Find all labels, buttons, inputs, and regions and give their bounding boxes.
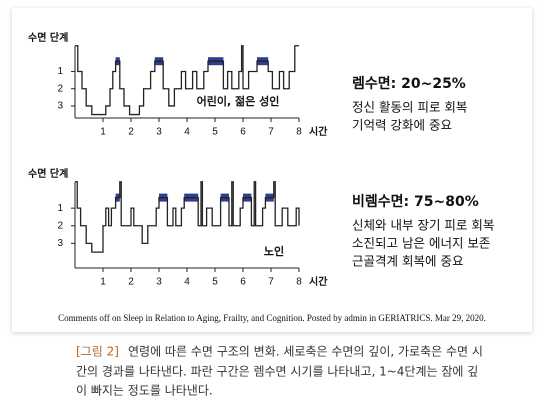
source: Comments off on Sleep in Relation to Agi…	[58, 313, 486, 323]
x-tick-label: 4	[184, 277, 190, 288]
x-tick-label: 2	[128, 127, 134, 138]
x-tick-label: 3	[156, 127, 162, 138]
side-title: 비렘수면: 75~80%	[352, 193, 479, 210]
card	[12, 8, 532, 332]
x-axis-title: 시간	[309, 275, 328, 288]
side-line: 소진되고 남은 에너지 보존	[352, 236, 490, 251]
sleep-stage-line	[75, 45, 299, 116]
side-line: 근골격계 회복에 중요	[352, 254, 463, 269]
y-tick-label: 3	[57, 101, 63, 112]
sleep-stage-line	[75, 181, 300, 253]
side-line: 기억력 강화에 중요	[352, 118, 452, 133]
caption-label: [그림 2]	[76, 345, 119, 359]
x-axis-title: 시간	[309, 125, 328, 138]
x-tick-label: 2	[128, 277, 134, 288]
caption-line: 연령에 따른 수면 구조의 변화. 세로축은 수면의 깊이, 가로축은 수면 시	[128, 345, 483, 359]
x-tick-label: 3	[156, 277, 162, 288]
x-tick-label: 1	[100, 277, 106, 288]
x-tick-label: 7	[268, 127, 274, 138]
caption-line: 간의 경과를 나타낸다. 파란 구간은 렘수면 시기를 나타내고, 1~4단계는…	[76, 365, 478, 379]
x-tick-label: 6	[240, 277, 246, 288]
side-title: 렘수면: 20~25%	[352, 75, 466, 92]
y-axis-title: 수면 단계	[28, 167, 68, 180]
annotation: 어린이, 젊은 성인	[197, 94, 280, 108]
annotation: 노인	[264, 244, 284, 258]
y-tick-label: 2	[57, 83, 63, 94]
y-tick-label: 1	[57, 66, 63, 77]
x-tick-label: 7	[268, 277, 274, 288]
x-tick-label: 1	[100, 127, 106, 138]
y-tick-label: 2	[57, 220, 63, 231]
x-tick-label: 8	[296, 127, 302, 138]
x-tick-label: 5	[212, 127, 218, 138]
y-tick-label: 3	[57, 238, 63, 249]
x-tick-label: 4	[184, 127, 190, 138]
side-line: 신체와 내부 장기 피로 회복	[352, 218, 494, 233]
x-tick-label: 8	[296, 277, 302, 288]
caption-line: 이 빠지는 정도를 나타낸다.	[76, 384, 213, 398]
side-line: 정신 활동의 피로 회복	[352, 100, 467, 115]
y-axis-title: 수면 단계	[28, 31, 68, 44]
y-tick-label: 1	[57, 203, 63, 214]
x-tick-label: 5	[212, 277, 218, 288]
x-tick-label: 6	[240, 127, 246, 138]
